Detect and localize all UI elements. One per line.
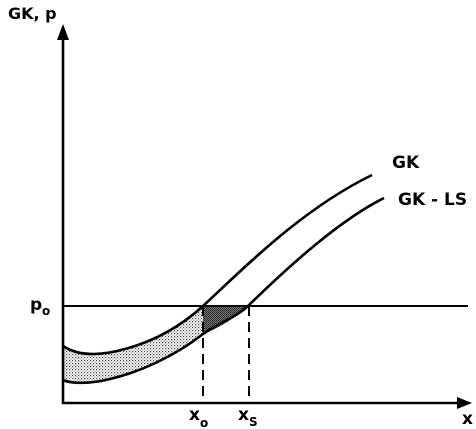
- y-axis-label: GK, p: [8, 4, 57, 23]
- x-axis-label: x: [462, 409, 473, 429]
- curve-gk-label: GK: [392, 153, 420, 173]
- xs-label-subscript: S: [249, 415, 258, 429]
- xo-label: x: [189, 405, 200, 425]
- y-axis-arrowhead: [57, 24, 69, 40]
- curve-gk-ls-label: GK - LS: [398, 190, 467, 210]
- curve-gk: [62, 173, 373, 356]
- xs-label: x: [238, 405, 249, 425]
- xo-label-subscript: o: [200, 416, 208, 429]
- x-axis-arrowhead: [457, 397, 472, 409]
- curve-gk-ls: [62, 196, 385, 385]
- price-label-subscript: o: [42, 304, 50, 318]
- shaded-area-light: [63, 306, 203, 383]
- price-label: p: [30, 295, 42, 315]
